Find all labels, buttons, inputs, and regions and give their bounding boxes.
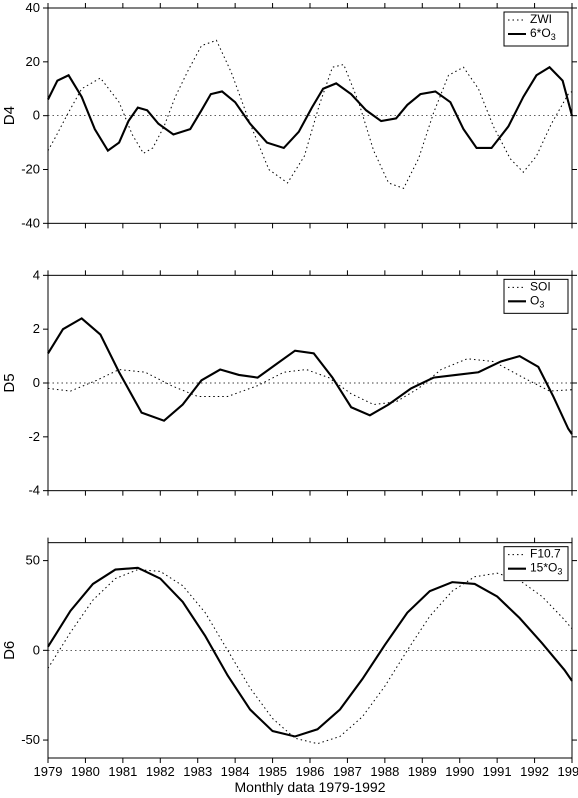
ylabel-d6: D6 [1,641,18,660]
ylabel-d5: D5 [1,373,18,392]
ylabel-d4: D4 [1,106,18,125]
xtick-label: 1991 [483,764,512,779]
legend-label: F10.7 [530,547,561,561]
ytick-label: 4 [33,267,40,282]
series-d5-O3 [48,318,572,434]
legend-label: ZWI [530,12,552,26]
ytick-label: -40 [21,215,40,230]
ytick-label: 2 [33,321,40,336]
legend-label: SOI [530,279,551,293]
series-d4-ZWI [48,40,572,188]
ytick-label: -4 [28,483,40,498]
ytick-label: 0 [33,642,40,657]
panel-d6: -50050D6F10.715*O3 [1,538,577,763]
xtick-label: 1990 [445,764,474,779]
ytick-label: 50 [26,553,40,568]
chart-stage: -40-2002040D4ZWI6*O3-4-2024D5SOIO3-50050… [0,0,578,798]
xtick-label: 1986 [296,764,325,779]
chart-svg: -40-2002040D4ZWI6*O3-4-2024D5SOIO3-50050… [0,0,578,798]
ytick-label: -2 [28,429,40,444]
xtick-label: 1992 [520,764,549,779]
ytick-label: 0 [33,108,40,123]
series-d6-15*O3 [48,568,572,737]
ytick-label: 0 [33,375,40,390]
ytick-label: 20 [26,54,40,69]
ytick-label: 40 [26,0,40,15]
xtick-label: 1988 [370,764,399,779]
xaxis-label: Monthly data 1979-1992 [235,779,386,795]
xtick-label: 1993 [558,764,578,779]
series-d4-6*O3 [48,67,572,150]
xtick-label: 1985 [258,764,287,779]
xtick-label: 1983 [183,764,212,779]
ytick-label: -20 [21,162,40,177]
panel-d5: -4-2024D5SOIO3 [1,267,577,497]
xtick-label: 1979 [34,764,63,779]
xtick-label: 1981 [108,764,137,779]
ytick-label: -50 [21,732,40,747]
xtick-label: 1980 [71,764,100,779]
xtick-label: 1987 [333,764,362,779]
xtick-label: 1989 [408,764,437,779]
series-d6-F10.7 [48,570,572,744]
panel-d4: -40-2002040D4ZWI6*O3 [1,0,577,230]
xtick-label: 1984 [221,764,250,779]
xtick-label: 1982 [146,764,175,779]
